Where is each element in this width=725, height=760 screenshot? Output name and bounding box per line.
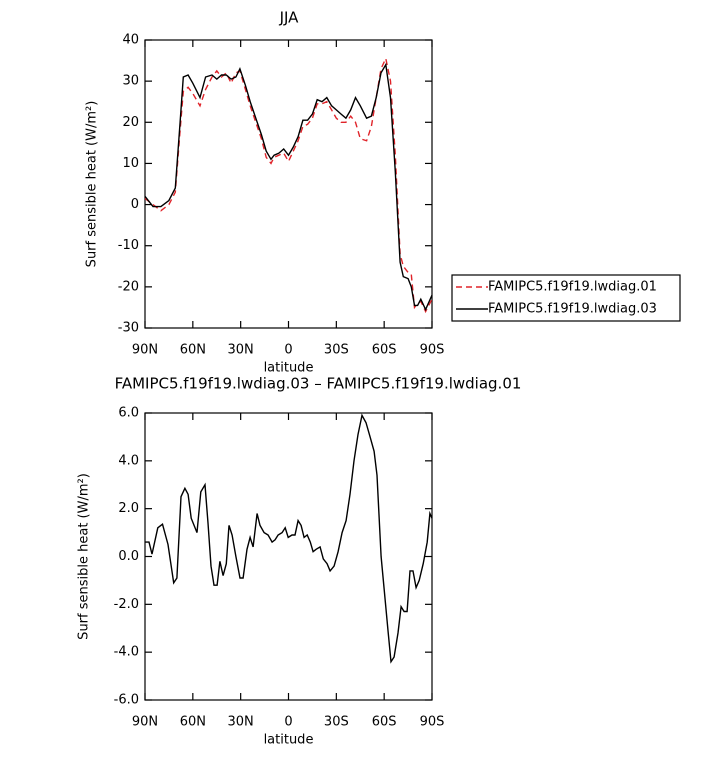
x-tick-label: 90N [132, 343, 158, 358]
y-axis-label: Surf sensible heat (W/m²) [85, 101, 100, 268]
x-tick-label: 90N [132, 715, 158, 730]
data-line [145, 413, 433, 664]
x-tick-label: 60N [180, 343, 206, 358]
y-tick-label: 2.0 [118, 501, 139, 516]
data-line [144, 62, 433, 312]
legend-label: FAMIPC5.f19f19.lwdiag.01 [488, 280, 657, 295]
x-tick-label: 60S [372, 715, 397, 730]
x-tick-label: 30N [228, 715, 254, 730]
x-tick-label: 0 [284, 343, 292, 358]
y-tick-label: 10 [122, 156, 139, 171]
data-line [144, 56, 433, 314]
y-tick-label: 40 [122, 33, 139, 48]
y-tick-label: -6.0 [114, 693, 139, 708]
y-tick-label: -4.0 [114, 645, 139, 660]
x-tick-label: 30S [324, 343, 349, 358]
x-tick-label: 90S [420, 715, 445, 730]
y-tick-label: 6.0 [118, 406, 139, 421]
y-tick-label: 20 [122, 115, 139, 130]
y-tick-label: -10 [118, 238, 139, 253]
y-tick-label: 0.0 [118, 549, 139, 564]
legend-box [451, 274, 681, 322]
y-tick-label: 0 [131, 197, 139, 212]
x-tick-label: 60S [372, 343, 397, 358]
x-tick-label: 30N [228, 343, 254, 358]
x-tick-label: 60N [180, 715, 206, 730]
y-tick-label: 4.0 [118, 453, 139, 468]
y-tick-label: -2.0 [114, 597, 139, 612]
chart-title: JJA [279, 9, 300, 27]
y-axis-label: Surf sensible heat (W/m²) [77, 473, 92, 640]
x-tick-label: 0 [284, 715, 292, 730]
x-axis-label: latitude [264, 733, 314, 748]
chart-title: FAMIPC5.f19f19.lwdiag.03 – FAMIPC5.f19f1… [115, 375, 522, 393]
legend-label: FAMIPC5.f19f19.lwdiag.03 [488, 302, 657, 317]
x-axis-label: latitude [264, 361, 314, 376]
x-tick-label: 30S [324, 715, 349, 730]
x-tick-label: 90S [420, 343, 445, 358]
y-tick-label: 30 [122, 74, 139, 89]
y-tick-label: -30 [118, 321, 139, 336]
plot-frame [144, 412, 433, 701]
y-tick-label: -20 [118, 279, 139, 294]
